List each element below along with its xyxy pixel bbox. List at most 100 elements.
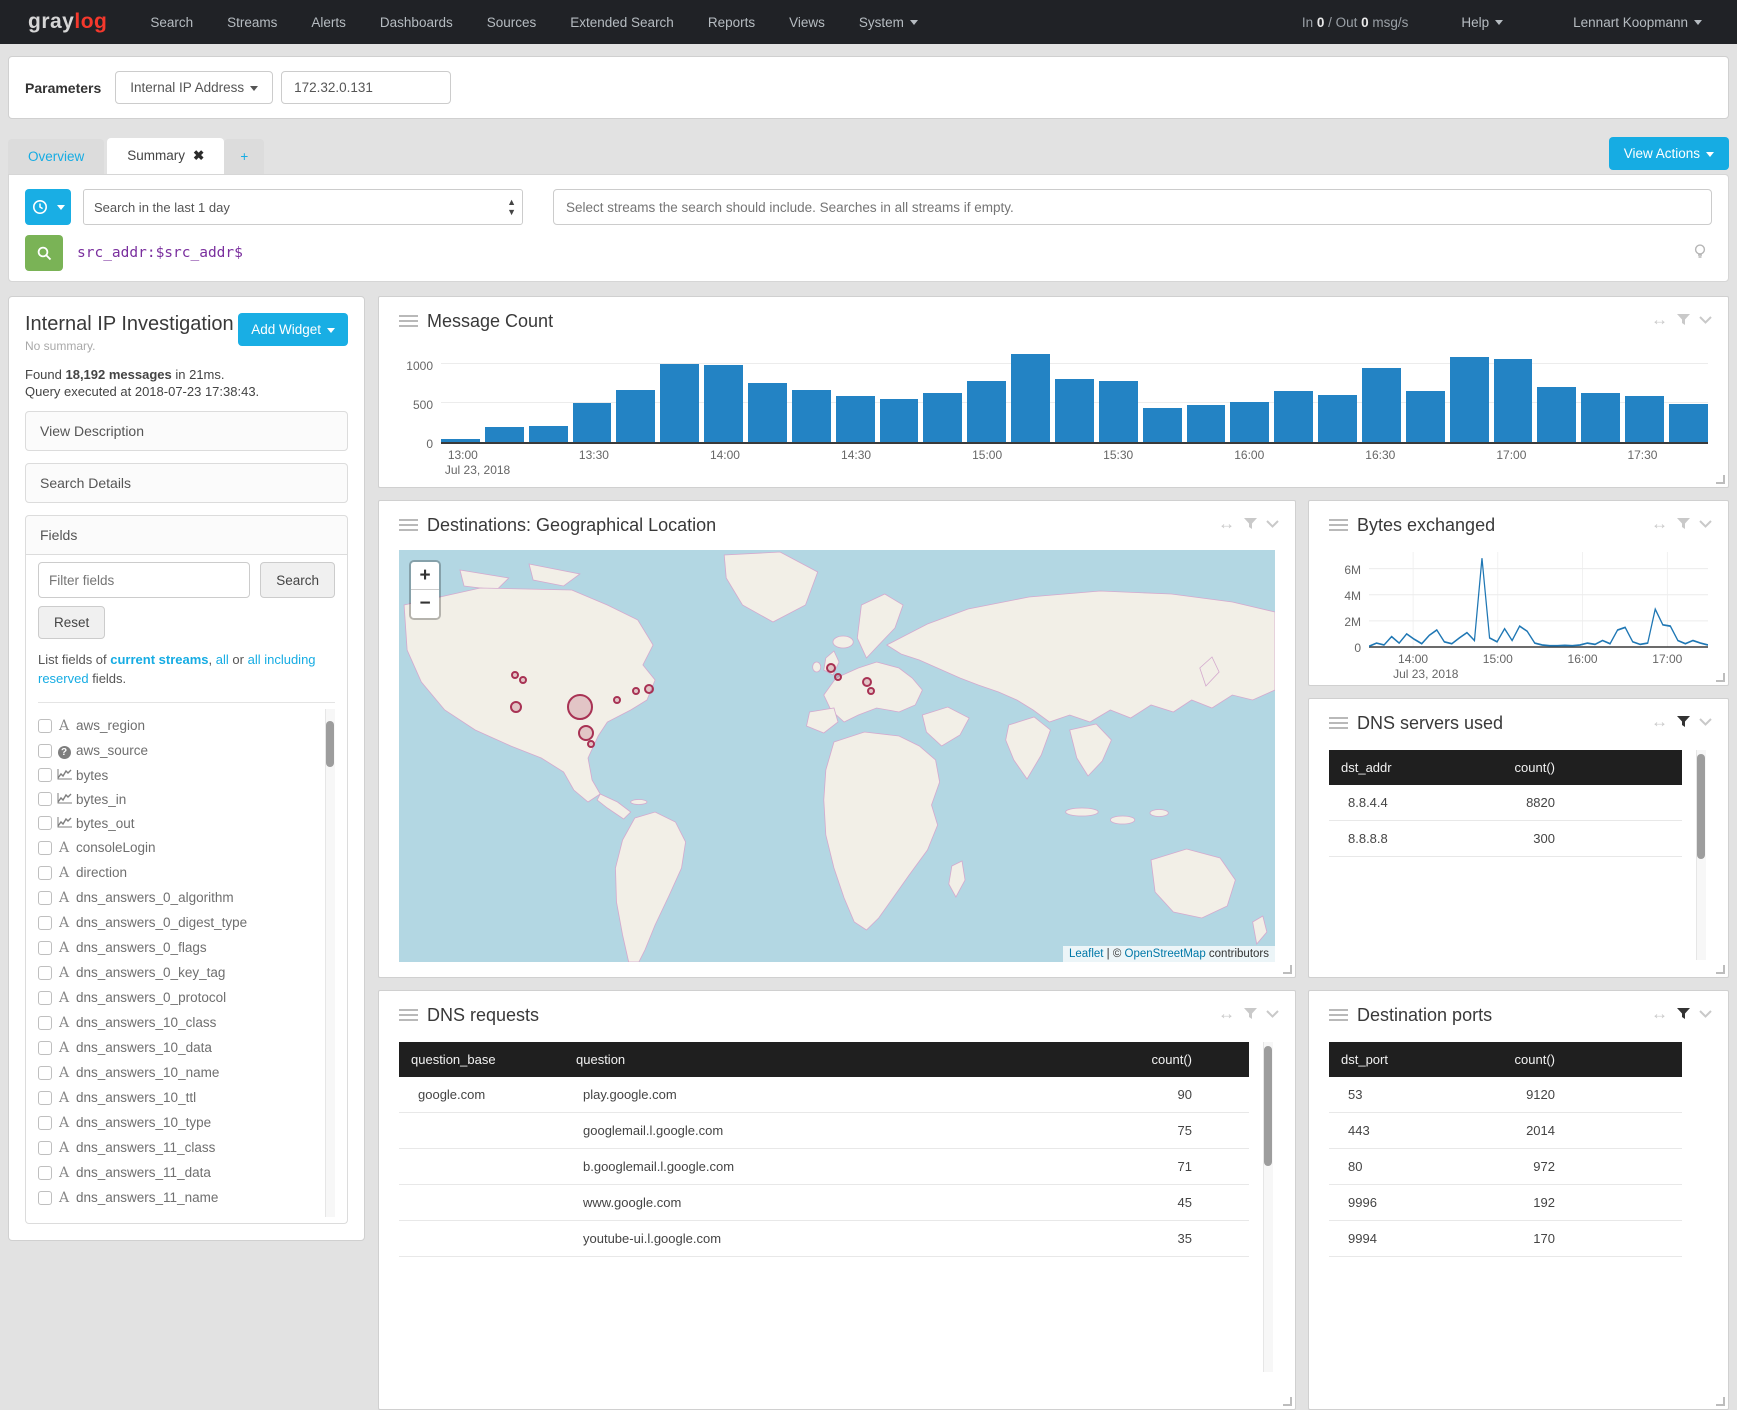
column-header[interactable]: count() <box>1114 1042 1204 1077</box>
bar[interactable] <box>441 439 480 442</box>
filter-icon[interactable] <box>1677 518 1690 529</box>
field-name[interactable]: dns_answers_10_data <box>76 1040 212 1056</box>
table-row[interactable]: google.com play.google.com 90 <box>399 1077 1249 1113</box>
field-name[interactable]: bytes <box>76 767 109 783</box>
table-row[interactable]: 80 972 <box>1329 1148 1682 1185</box>
field-name[interactable]: dns_answers_10_ttl <box>76 1090 197 1106</box>
column-header[interactable]: count() <box>1482 1042 1567 1077</box>
map-marker[interactable] <box>825 662 836 673</box>
bar[interactable] <box>1142 408 1182 442</box>
table-row[interactable]: googlemail.l.google.com 75 <box>399 1112 1249 1149</box>
map-marker[interactable] <box>586 740 595 749</box>
filter-icon[interactable] <box>1244 1008 1257 1019</box>
tab-summary[interactable]: Summary ✖ <box>107 138 225 174</box>
table-row[interactable]: 8.8.8.8 300 <box>1329 820 1682 857</box>
bar[interactable] <box>1581 393 1621 442</box>
view-actions-button[interactable]: View Actions <box>1608 137 1729 170</box>
leaflet-map[interactable]: + − Leaflet | © OpenStreetMap contributo… <box>399 550 1275 962</box>
bar[interactable] <box>1186 405 1226 442</box>
parameter-value-input[interactable] <box>281 71 452 104</box>
timerange-select[interactable]: Search in the last 1 day ▲ ▼ <box>83 189 523 225</box>
drag-handle-icon[interactable] <box>399 519 418 532</box>
query-hint-bulb-icon[interactable] <box>1694 243 1706 263</box>
field-checkbox[interactable] <box>38 743 52 758</box>
nav-item-reports[interactable]: Reports <box>707 14 756 30</box>
bar[interactable] <box>835 396 875 442</box>
table-row[interactable]: www.google.com 45 <box>399 1184 1249 1221</box>
bar[interactable] <box>879 399 919 442</box>
field-checkbox[interactable] <box>38 1115 52 1130</box>
table-row[interactable]: 9994 170 <box>1329 1220 1682 1257</box>
table-row[interactable]: 443 2014 <box>1329 1112 1682 1149</box>
field-filter-reset-button[interactable]: Reset <box>38 606 106 639</box>
field-name[interactable]: dns_answers_10_class <box>76 1015 217 1031</box>
field-checkbox[interactable] <box>38 990 52 1005</box>
resize-handle[interactable] <box>1716 475 1725 484</box>
map-marker[interactable] <box>613 695 622 704</box>
field-checkbox[interactable] <box>38 768 52 783</box>
filter-icon-active[interactable] <box>1677 1008 1690 1019</box>
chevron-down-icon[interactable] <box>1266 519 1279 528</box>
tab-overview[interactable]: Overview <box>8 139 105 174</box>
zoom-out-button[interactable]: − <box>411 590 439 618</box>
section-fields[interactable]: Fields <box>25 515 348 555</box>
graylog-logo[interactable]: graylog <box>28 10 107 34</box>
arrows-h-icon[interactable]: ↔ <box>1651 1004 1668 1023</box>
zoom-in-button[interactable]: + <box>411 562 439 590</box>
field-name[interactable]: dns_answers_0_key_tag <box>76 965 226 981</box>
chevron-down-icon[interactable] <box>1699 315 1712 324</box>
field-checkbox[interactable] <box>38 1065 52 1080</box>
fields-scrollbar[interactable] <box>325 708 335 1217</box>
filter-icon[interactable] <box>1677 314 1690 325</box>
drag-handle-icon[interactable] <box>399 1009 418 1022</box>
close-icon[interactable]: ✖ <box>193 148 205 163</box>
bar[interactable] <box>1318 395 1358 442</box>
field-checkbox[interactable] <box>38 940 52 955</box>
line-series[interactable] <box>1369 558 1708 648</box>
table-row[interactable]: 8.8.4.4 8820 <box>1329 785 1682 821</box>
filter-icon[interactable] <box>1244 518 1257 529</box>
table-row[interactable]: youtube-ui.l.google.com 35 <box>399 1220 1249 1257</box>
nav-help[interactable]: Help <box>1444 15 1520 30</box>
section-search-details[interactable]: Search Details <box>25 463 348 503</box>
tab-add[interactable]: + <box>224 139 265 174</box>
field-name[interactable]: aws_region <box>76 718 146 734</box>
chevron-down-icon[interactable] <box>1699 519 1712 528</box>
parameter-select-button[interactable]: Internal IP Address <box>115 71 274 104</box>
arrows-h-icon[interactable]: ↔ <box>1218 1004 1235 1023</box>
map-marker[interactable] <box>509 700 522 713</box>
bar[interactable] <box>616 390 656 442</box>
field-checkbox[interactable] <box>38 915 52 930</box>
chevron-down-icon[interactable] <box>1266 1009 1279 1018</box>
field-name[interactable]: dns_answers_11_data <box>76 1165 211 1181</box>
arrows-h-icon[interactable]: ↔ <box>1651 310 1668 329</box>
link-current-streams[interactable]: current streams <box>110 652 209 667</box>
map-marker[interactable] <box>577 725 594 742</box>
table-row[interactable]: 53 9120 <box>1329 1077 1682 1113</box>
map-marker[interactable] <box>632 686 641 695</box>
chevron-down-icon[interactable] <box>1699 1009 1712 1018</box>
drag-handle-icon[interactable] <box>1329 717 1348 730</box>
map-marker[interactable] <box>833 673 842 682</box>
table-scrollbar[interactable] <box>1263 1042 1273 1372</box>
bar[interactable] <box>484 427 524 442</box>
bar[interactable] <box>1669 404 1708 442</box>
field-name[interactable]: dns_answers_10_type <box>76 1115 212 1131</box>
bar[interactable] <box>1055 379 1094 442</box>
bar[interactable] <box>1405 391 1445 442</box>
field-name[interactable]: dns_answers_0_flags <box>76 940 207 956</box>
resize-handle[interactable] <box>1283 965 1292 974</box>
table-row[interactable]: 9996 192 <box>1329 1184 1682 1221</box>
resize-handle[interactable] <box>1716 1397 1725 1406</box>
field-name[interactable]: dns_answers_11_class <box>76 1140 216 1156</box>
field-name[interactable]: dns_answers_0_algorithm <box>76 890 234 906</box>
bar[interactable] <box>1011 354 1051 442</box>
nav-item-views[interactable]: Views <box>789 14 825 30</box>
field-checkbox[interactable] <box>38 1040 52 1055</box>
section-view-description[interactable]: View Description <box>25 411 348 451</box>
nav-item-streams[interactable]: Streams <box>227 14 278 30</box>
table-scrollbar-thumb[interactable] <box>1264 1046 1272 1166</box>
bar[interactable] <box>1449 357 1489 442</box>
bar[interactable] <box>1493 359 1533 442</box>
nav-item-system[interactable]: System <box>842 15 935 30</box>
